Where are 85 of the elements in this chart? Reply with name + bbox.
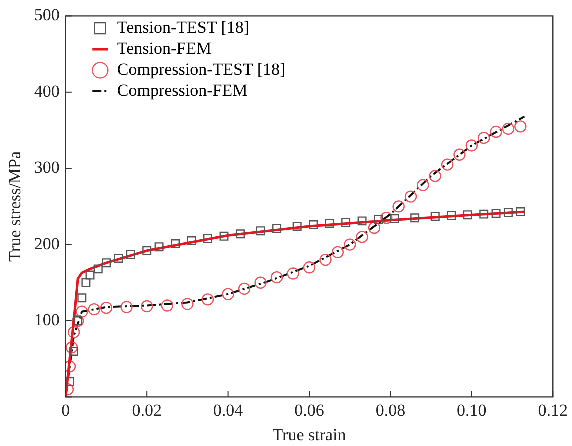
x-tick-label: 0.08 <box>376 400 406 420</box>
legend-label: Compression-FEM <box>117 80 248 100</box>
point <box>68 326 80 339</box>
point <box>478 132 490 144</box>
point <box>66 360 76 373</box>
point <box>204 234 212 244</box>
point <box>492 209 501 218</box>
y-tick-label: 100 <box>34 310 60 330</box>
y-tick-label: 200 <box>34 234 60 254</box>
point <box>202 294 214 306</box>
point <box>236 230 245 239</box>
point <box>380 212 393 224</box>
point <box>102 258 111 268</box>
point <box>126 250 136 260</box>
point <box>292 222 302 231</box>
point <box>454 148 466 161</box>
point <box>358 216 367 226</box>
point <box>114 254 124 264</box>
y-axis-title: True stress/MPa <box>6 151 25 262</box>
x-tick-label: 0.10 <box>457 400 487 420</box>
y-tick-label: 300 <box>34 158 60 178</box>
point <box>303 262 316 274</box>
point <box>78 294 87 303</box>
point <box>220 232 229 241</box>
point <box>222 288 234 300</box>
y-tick-label: 500 <box>34 6 60 25</box>
point <box>254 276 267 289</box>
point <box>356 231 368 244</box>
point <box>516 208 526 217</box>
point <box>344 238 356 251</box>
point <box>410 214 420 223</box>
point <box>342 218 351 228</box>
point <box>120 301 133 314</box>
point <box>256 226 266 236</box>
point <box>161 300 174 312</box>
point <box>270 271 284 284</box>
legend-label: Tension-FEM <box>117 38 212 58</box>
point <box>171 240 180 249</box>
point <box>417 179 430 192</box>
legend-label: Compression-TEST [18] <box>117 60 286 79</box>
point <box>480 210 489 219</box>
x-tick-label: 0.04 <box>213 400 244 420</box>
point <box>490 126 502 138</box>
point <box>404 190 418 203</box>
point <box>441 158 454 171</box>
x-axis-title: True strain <box>272 425 347 444</box>
point <box>392 200 405 213</box>
x-tick-label: 0 <box>62 400 70 420</box>
point <box>368 222 381 234</box>
point <box>272 224 282 234</box>
point <box>187 236 196 246</box>
point <box>429 170 442 182</box>
point <box>100 302 113 314</box>
point <box>142 246 152 256</box>
point <box>320 254 332 266</box>
point <box>390 214 400 224</box>
point <box>70 346 79 356</box>
point <box>463 210 472 220</box>
point <box>82 278 91 288</box>
point <box>86 270 95 280</box>
point <box>325 218 334 228</box>
point <box>309 220 318 230</box>
point <box>447 211 456 220</box>
point <box>287 268 300 280</box>
point <box>76 306 88 318</box>
point <box>514 120 527 133</box>
x-tick-label: 0.02 <box>132 400 162 420</box>
point <box>66 377 74 386</box>
y-tick-label: 400 <box>34 82 60 101</box>
point <box>374 215 384 224</box>
point <box>332 246 344 259</box>
point <box>466 140 478 152</box>
point <box>504 208 513 218</box>
point <box>238 282 251 296</box>
x-tick-label: 0.12 <box>538 400 568 420</box>
point <box>141 300 154 313</box>
point <box>502 122 515 136</box>
point <box>430 212 440 222</box>
point <box>66 342 78 354</box>
point <box>94 264 103 274</box>
point <box>88 303 100 316</box>
point <box>182 298 194 310</box>
point <box>154 242 164 252</box>
x-tick-label: 0.06 <box>294 400 324 420</box>
legend-label: Tension-TEST [18] <box>117 18 250 37</box>
